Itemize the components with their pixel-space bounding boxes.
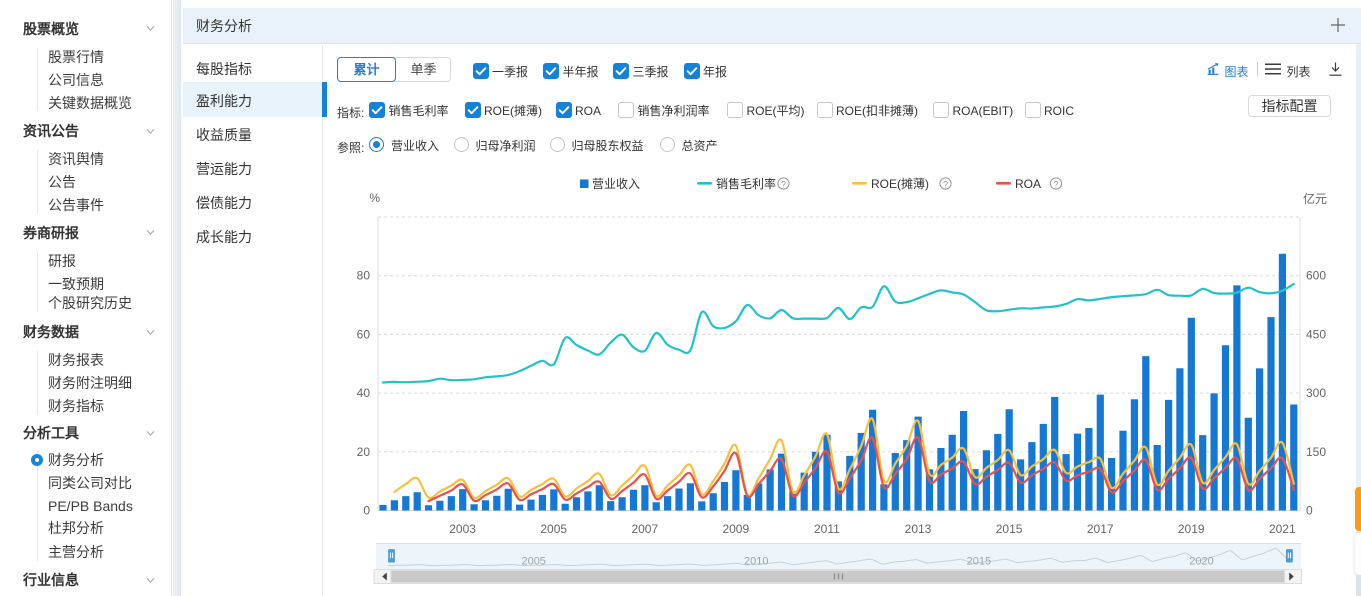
svg-text:2005: 2005: [540, 522, 567, 536]
svg-text:2021: 2021: [1269, 522, 1296, 536]
svg-text:2015: 2015: [996, 522, 1023, 536]
svg-text:300: 300: [1306, 386, 1326, 400]
svg-text:ROA: ROA: [1015, 177, 1041, 191]
svg-text:2007: 2007: [631, 522, 658, 536]
svg-text:2013: 2013: [905, 522, 932, 536]
svg-text:2011: 2011: [814, 522, 840, 536]
svg-text:80: 80: [357, 269, 371, 283]
svg-text:2010: 2010: [744, 556, 768, 568]
svg-text:40: 40: [357, 386, 371, 400]
svg-text:0: 0: [1306, 504, 1313, 518]
svg-text:450: 450: [1306, 327, 1326, 341]
svg-text:0: 0: [363, 504, 370, 518]
svg-text:%: %: [369, 191, 380, 205]
svg-text:2003: 2003: [449, 522, 476, 536]
svg-text:?: ?: [781, 179, 786, 189]
svg-text:2019: 2019: [1178, 522, 1205, 536]
svg-text:销售毛利率: 销售毛利率: [716, 176, 776, 191]
svg-text:2020: 2020: [1189, 556, 1213, 568]
svg-text:2005: 2005: [521, 556, 545, 568]
svg-text:2009: 2009: [722, 522, 749, 536]
svg-text:?: ?: [943, 179, 948, 189]
svg-text:150: 150: [1306, 445, 1326, 459]
svg-text:营业收入: 营业收入: [592, 177, 640, 191]
svg-text:20: 20: [357, 445, 371, 459]
svg-text:600: 600: [1306, 269, 1326, 283]
svg-text:ROE(摊薄): ROE(摊薄): [871, 176, 929, 191]
svg-text:2015: 2015: [967, 556, 991, 568]
svg-text:2017: 2017: [1087, 522, 1114, 536]
svg-text:60: 60: [357, 327, 371, 341]
svg-text:?: ?: [1053, 179, 1058, 189]
svg-text:亿元: 亿元: [1303, 191, 1327, 206]
